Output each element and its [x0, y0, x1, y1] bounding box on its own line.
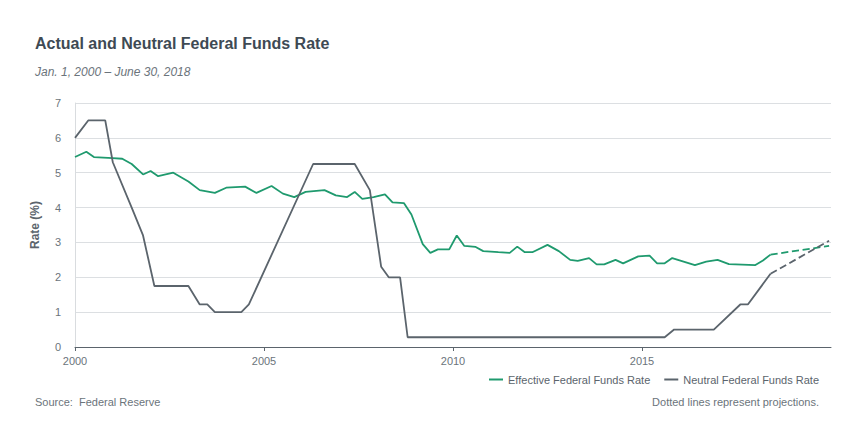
- svg-text:Jan. 1, 2000 – June 30, 2018: Jan. 1, 2000 – June 30, 2018: [34, 65, 191, 79]
- svg-text:5: 5: [55, 167, 61, 179]
- svg-text:1: 1: [55, 306, 61, 318]
- svg-text:4: 4: [55, 202, 61, 214]
- svg-text:2015: 2015: [630, 355, 654, 367]
- svg-text:Rate (%): Rate (%): [28, 201, 42, 249]
- svg-text:2000: 2000: [63, 355, 87, 367]
- svg-text:0: 0: [55, 341, 61, 353]
- svg-text:6: 6: [55, 132, 61, 144]
- svg-text:2005: 2005: [252, 355, 276, 367]
- svg-text:7: 7: [55, 97, 61, 109]
- svg-text:2: 2: [55, 271, 61, 283]
- svg-text:Neutral Federal Funds Rate: Neutral Federal Funds Rate: [683, 374, 819, 386]
- svg-text:2010: 2010: [441, 355, 465, 367]
- svg-text:Effective Federal Funds Rate: Effective Federal Funds Rate: [508, 374, 650, 386]
- svg-text:Dotted lines represent project: Dotted lines represent projections.: [652, 396, 819, 408]
- svg-text:Source: Federal Reserve: Source: Federal Reserve: [35, 396, 160, 408]
- svg-text:3: 3: [55, 236, 61, 248]
- svg-text:Actual and Neutral Federal Fun: Actual and Neutral Federal Funds Rate: [35, 35, 329, 52]
